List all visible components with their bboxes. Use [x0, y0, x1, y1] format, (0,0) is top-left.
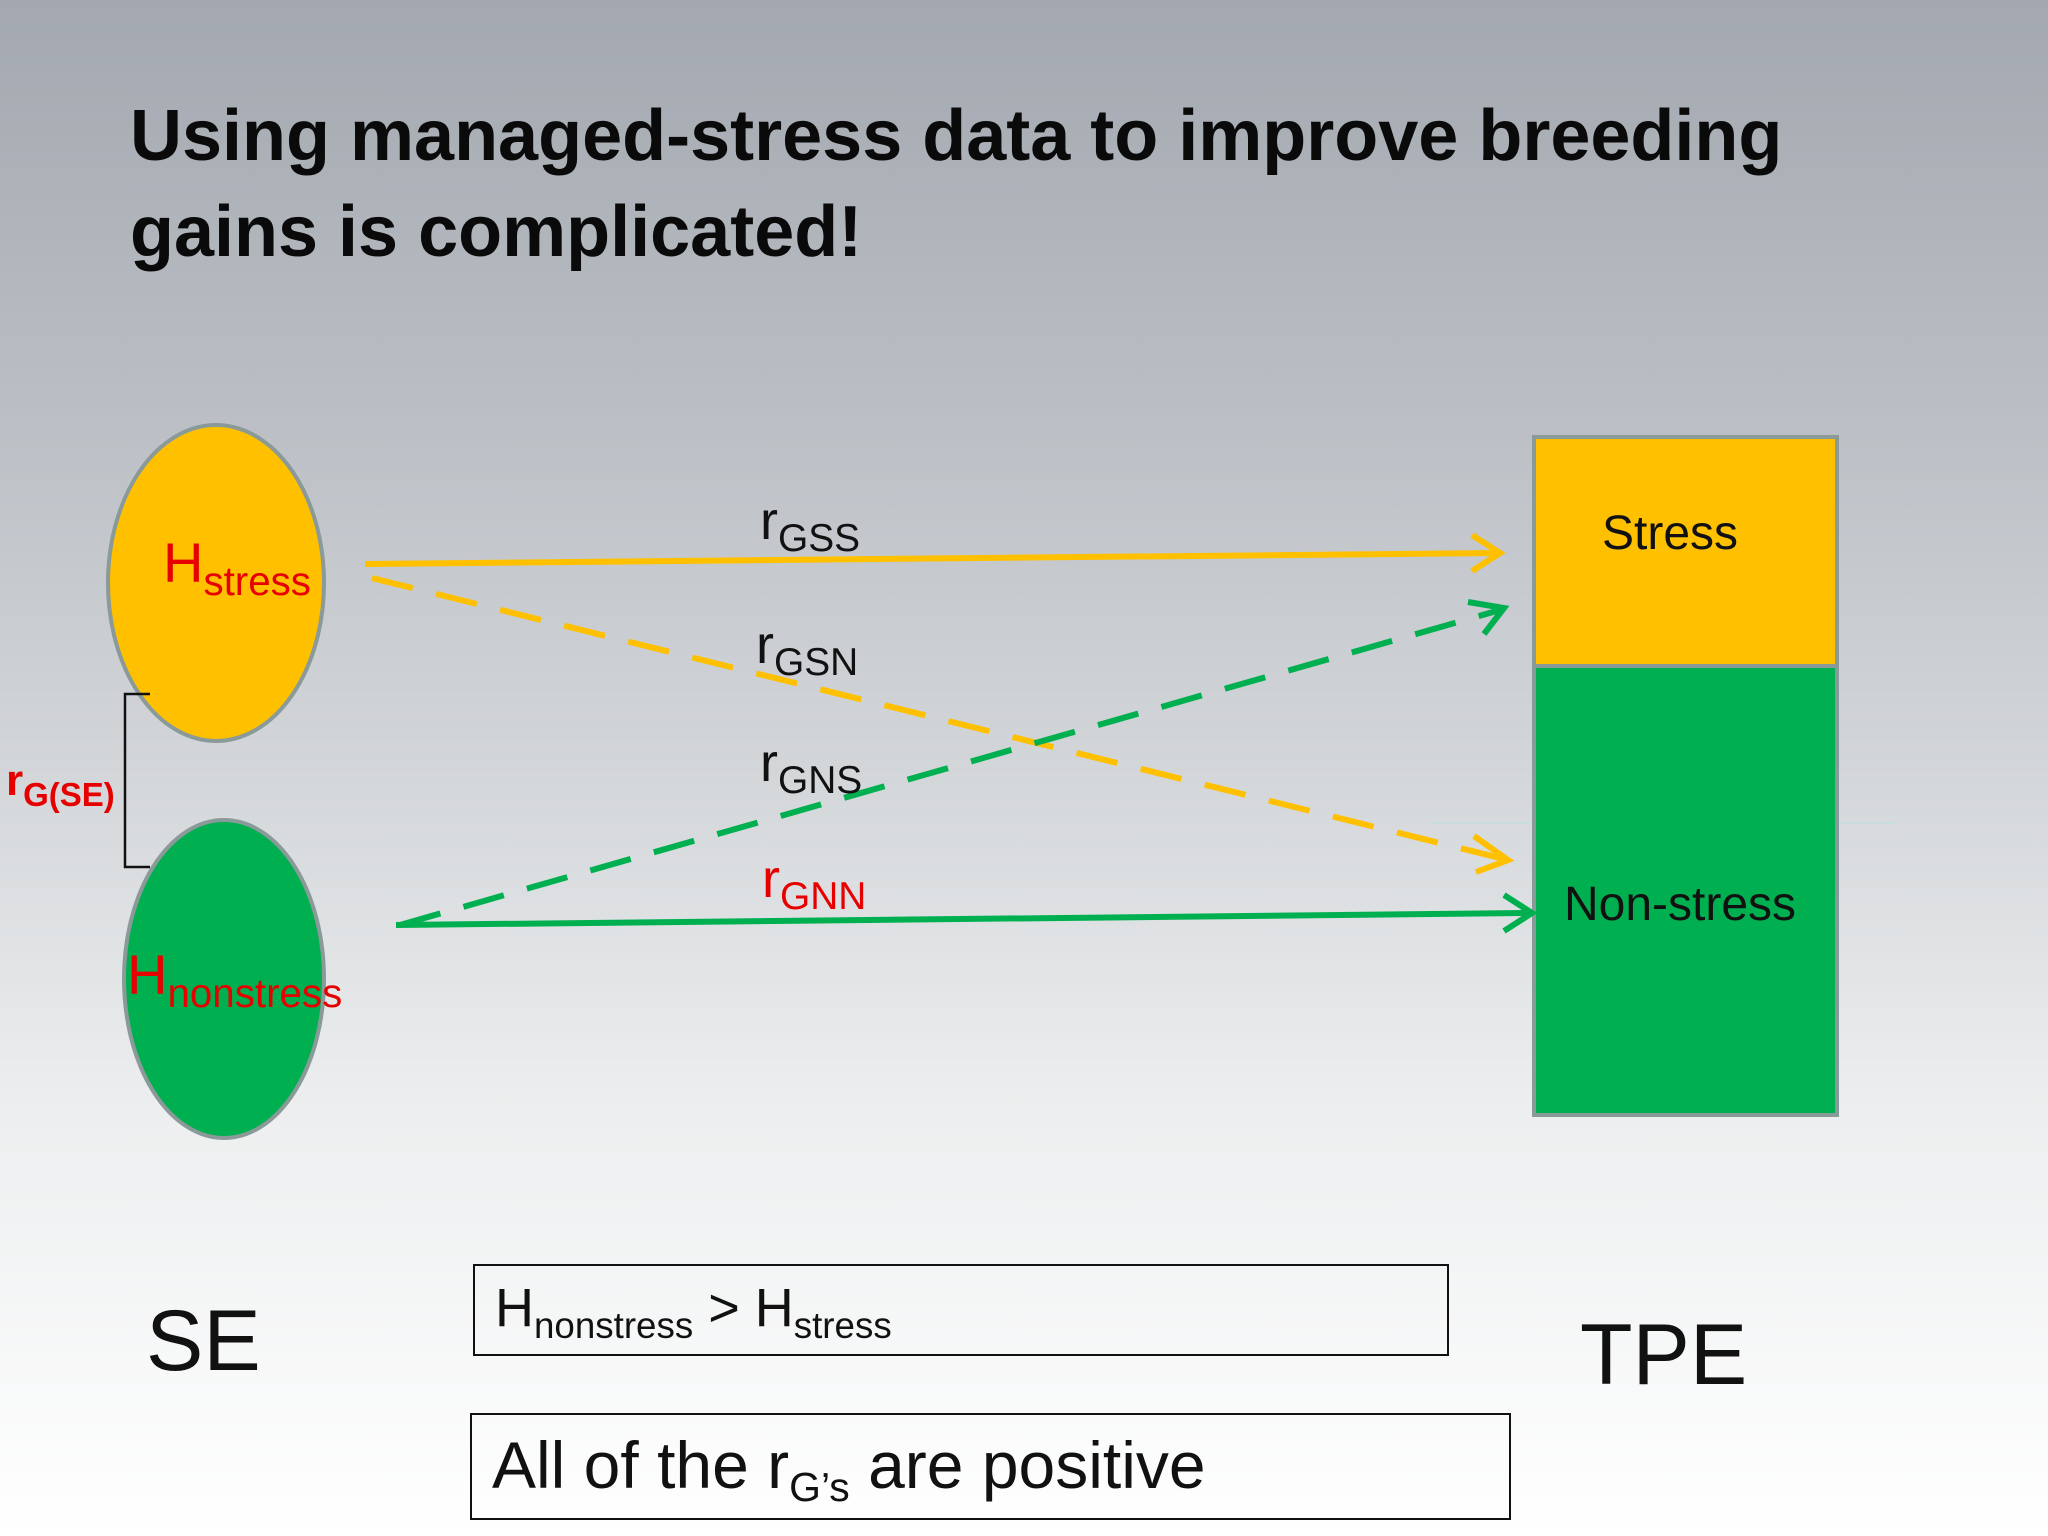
- arrow-label-gns: rGNS: [760, 732, 862, 802]
- h-nonstress-symbol: H: [127, 943, 168, 1006]
- note2-subscript: G’s: [789, 1464, 850, 1511]
- h-stress-label: Hstress: [163, 530, 311, 604]
- correlation-bracket: [123, 692, 150, 869]
- tpe-stress-region: [1532, 435, 1839, 668]
- arrow-gns: [399, 599, 1510, 928]
- h-stress-symbol: H: [163, 531, 204, 594]
- arrow-label-gsn: rGSN: [756, 614, 858, 684]
- gss-subscript: GSS: [777, 517, 861, 561]
- gns-subscript: GNS: [777, 759, 863, 803]
- heritability-note-box: Hnonstress > Hstress: [473, 1264, 1449, 1356]
- h-stress-ellipse: [106, 423, 326, 743]
- gsn-symbol: r: [756, 615, 774, 675]
- rg-se-label: rG(SE): [6, 756, 115, 813]
- gnn-subscript: GNN: [779, 875, 867, 919]
- correlation-note-box: All of the rG’s are positive: [470, 1413, 1511, 1520]
- se-label: SE: [146, 1293, 261, 1389]
- arrow-label-gnn: rGNN: [762, 848, 866, 918]
- tpe-nonstress-label: Non-stress: [1564, 878, 1797, 931]
- h-nonstress-ellipse: [122, 818, 326, 1140]
- tpe-label: TPE: [1580, 1307, 1748, 1403]
- note2-prefix: All of the r: [492, 1428, 790, 1502]
- arrow-gnn: [395, 892, 1538, 934]
- arrow-gsn: [371, 575, 1515, 875]
- h-nonstress-subscript: nonstress: [167, 969, 343, 1016]
- h-stress-subscript: stress: [203, 557, 311, 604]
- note1-sub2: stress: [793, 1304, 892, 1346]
- gss-symbol: r: [760, 491, 778, 551]
- gns-symbol: r: [760, 733, 778, 793]
- note1-h1: H: [495, 1278, 534, 1338]
- rg-se-symbol: r: [6, 756, 24, 805]
- gnn-symbol: r: [762, 849, 780, 909]
- note1-h2: H: [754, 1278, 794, 1338]
- tpe-nonstress-region: [1532, 664, 1839, 1117]
- tpe-stress-label: Stress: [1602, 507, 1739, 560]
- gsn-subscript: GSN: [773, 641, 859, 685]
- note1-operator: >: [693, 1278, 755, 1338]
- rg-se-subscript: G(SE): [23, 775, 115, 813]
- arrow-label-gss: rGSS: [760, 490, 860, 560]
- note2-suffix: are positive: [849, 1428, 1206, 1502]
- note1-sub1: nonstress: [534, 1304, 694, 1346]
- h-nonstress-label: Hnonstress: [127, 942, 342, 1016]
- slide-title: Using managed-stress data to improve bre…: [130, 96, 1783, 272]
- arrow-gss: [364, 532, 1506, 574]
